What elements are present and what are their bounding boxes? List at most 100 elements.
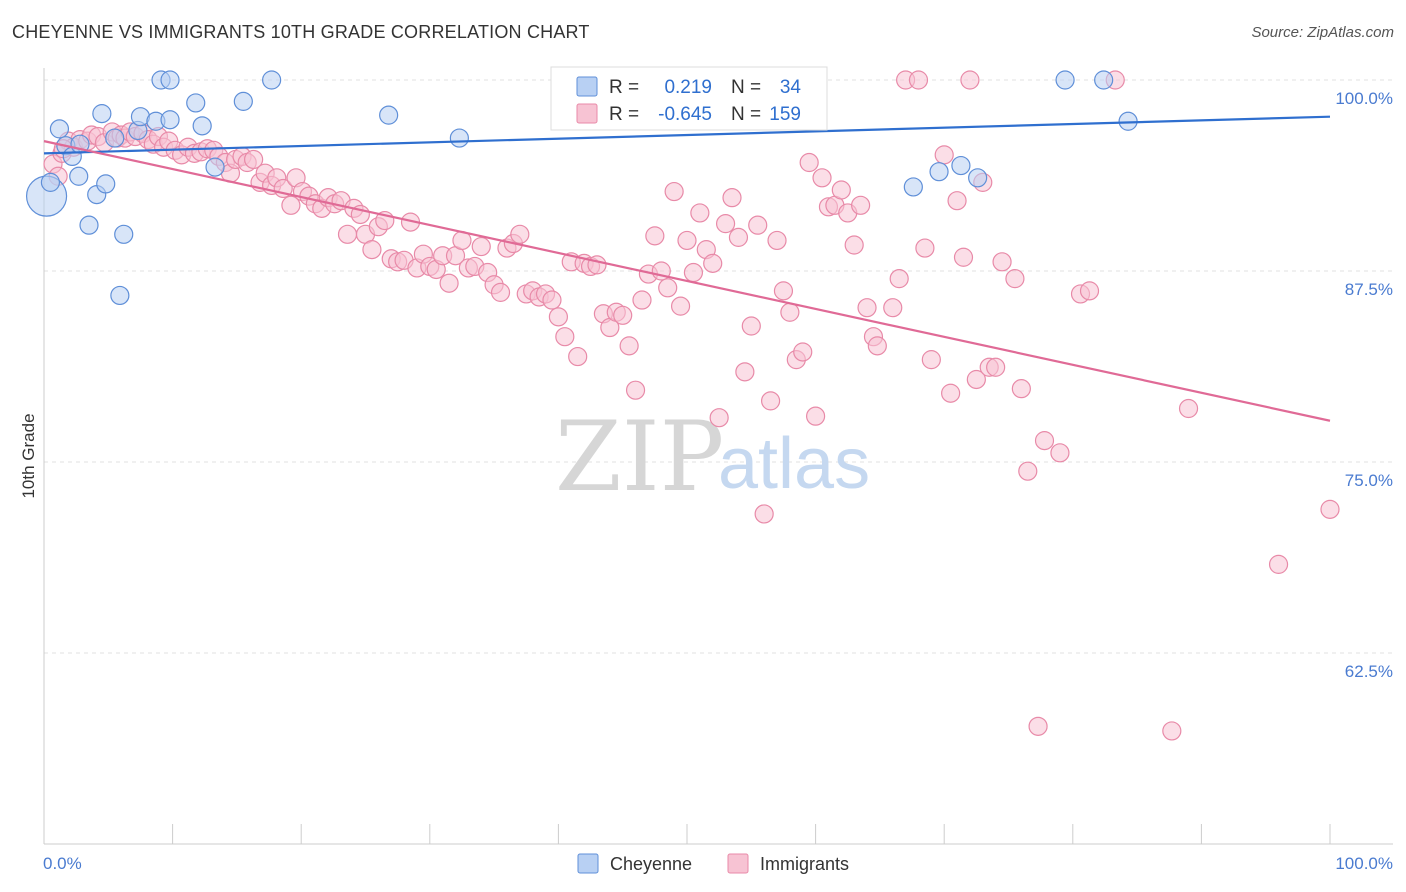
- immigrants-point: [587, 255, 607, 275]
- immigrants-point: [992, 252, 1012, 272]
- immigrants-point: [947, 191, 967, 211]
- immigrants-point: [883, 298, 903, 318]
- immigrants-trend-line: [43, 140, 1331, 422]
- bottom-legend-swatch-cheyenne: [577, 853, 599, 874]
- immigrants-point: [889, 269, 909, 289]
- cheyenne-points: [25, 70, 1138, 306]
- x-tick-min: 0.0%: [43, 854, 82, 873]
- y-tick-label: 100.0%: [1335, 89, 1393, 108]
- immigrants-point: [1005, 269, 1025, 289]
- series-legend: Cheyenne Immigrants: [577, 853, 849, 874]
- immigrants-point: [510, 224, 530, 244]
- immigrants-point: [851, 195, 871, 215]
- watermark-zip: ZIP: [555, 401, 724, 513]
- legend-swatch-immigrants: [576, 103, 598, 124]
- immigrants-point: [767, 230, 787, 251]
- legend-swatch-cheyenne: [576, 76, 598, 97]
- cheyenne-point: [96, 174, 116, 194]
- immigrants-point: [619, 336, 639, 356]
- legend-n-value-1: 34: [780, 77, 802, 98]
- immigrants-point: [799, 152, 819, 173]
- immigrants-point: [754, 504, 774, 524]
- cheyenne-point: [114, 224, 134, 244]
- cheyenne-point: [186, 93, 206, 113]
- source-label: Source: ZipAtlas.com: [1251, 24, 1394, 41]
- y-tick-label: 87.5%: [1345, 280, 1393, 299]
- immigrants-point: [555, 327, 575, 347]
- immigrants-point: [831, 180, 851, 200]
- y-tick-labels: 62.5% 75.0% 87.5% 100.0%: [1335, 89, 1393, 681]
- immigrants-point: [281, 195, 301, 215]
- cheyenne-point: [110, 285, 130, 306]
- cheyenne-point: [79, 215, 99, 235]
- immigrants-point: [748, 215, 768, 235]
- immigrants-point: [741, 316, 761, 336]
- immigrants-point: [722, 188, 742, 208]
- immigrants-point: [658, 278, 678, 298]
- immigrants-point: [986, 357, 1006, 377]
- immigrants-point: [1028, 716, 1048, 736]
- immigrants-point: [690, 203, 710, 223]
- immigrants-point: [542, 290, 562, 310]
- immigrants-point: [715, 214, 736, 234]
- immigrants-point: [934, 145, 954, 165]
- cheyenne-point: [379, 105, 399, 125]
- immigrants-point: [1011, 379, 1031, 399]
- legend-n-label-1: N =: [731, 77, 761, 98]
- immigrants-point: [915, 238, 935, 258]
- x-tick-max: 100.0%: [1335, 854, 1393, 873]
- cheyenne-point: [1055, 70, 1075, 90]
- legend-r-value-2: -0.645: [658, 104, 712, 125]
- legend-n-value-2: 159: [769, 104, 801, 125]
- immigrants-point: [244, 149, 264, 170]
- immigrants-point: [1162, 721, 1182, 741]
- legend-r-label-2: R =: [609, 104, 639, 125]
- immigrants-point: [1268, 554, 1289, 574]
- immigrants-point: [439, 273, 459, 293]
- immigrants-point: [471, 236, 491, 257]
- cheyenne-point: [69, 166, 89, 186]
- bottom-legend-immigrants: Immigrants: [760, 854, 849, 874]
- immigrants-point: [703, 253, 723, 273]
- immigrants-point: [632, 290, 652, 310]
- immigrants-point: [773, 281, 794, 301]
- legend-r-value-1: 0.219: [664, 77, 712, 98]
- immigrants-point: [337, 224, 358, 244]
- immigrants-point: [908, 70, 929, 90]
- immigrants-point: [683, 262, 704, 283]
- cheyenne-point: [929, 162, 949, 182]
- cheyenne-trend-line: [43, 115, 1331, 155]
- correlation-legend: R = 0.219 N = 34 R = -0.645 N = 159: [550, 66, 828, 131]
- trend-lines: [43, 115, 1331, 422]
- cheyenne-point: [92, 104, 112, 124]
- immigrants-point: [645, 226, 665, 246]
- immigrants-point: [664, 181, 684, 202]
- immigrants-point: [670, 296, 691, 316]
- cheyenne-point: [160, 110, 180, 130]
- immigrants-point: [1034, 431, 1055, 451]
- cheyenne-point: [205, 157, 225, 177]
- immigrants-point: [490, 282, 511, 302]
- immigrants-point: [921, 350, 941, 370]
- immigrants-point: [793, 342, 813, 362]
- immigrants-point: [844, 235, 864, 255]
- immigrants-point: [953, 247, 974, 267]
- immigrants-point: [625, 380, 646, 400]
- y-tick-label: 75.0%: [1345, 471, 1393, 490]
- immigrants-point: [1079, 281, 1100, 301]
- immigrants-point: [780, 302, 800, 322]
- immigrants-point: [857, 298, 877, 318]
- legend-r-label-1: R =: [609, 77, 639, 98]
- immigrants-point: [735, 362, 755, 382]
- immigrants-point: [568, 346, 588, 367]
- immigrants-point: [805, 406, 826, 426]
- cheyenne-point: [1094, 70, 1114, 90]
- immigrants-point: [867, 336, 887, 356]
- cheyenne-point: [49, 119, 70, 139]
- y-axis-label: 10th Grade: [19, 413, 38, 498]
- y-tick-label: 62.5%: [1345, 662, 1393, 681]
- immigrants-point: [941, 383, 961, 403]
- immigrants-point: [1018, 461, 1038, 481]
- legend-n-label-2: N =: [731, 104, 761, 125]
